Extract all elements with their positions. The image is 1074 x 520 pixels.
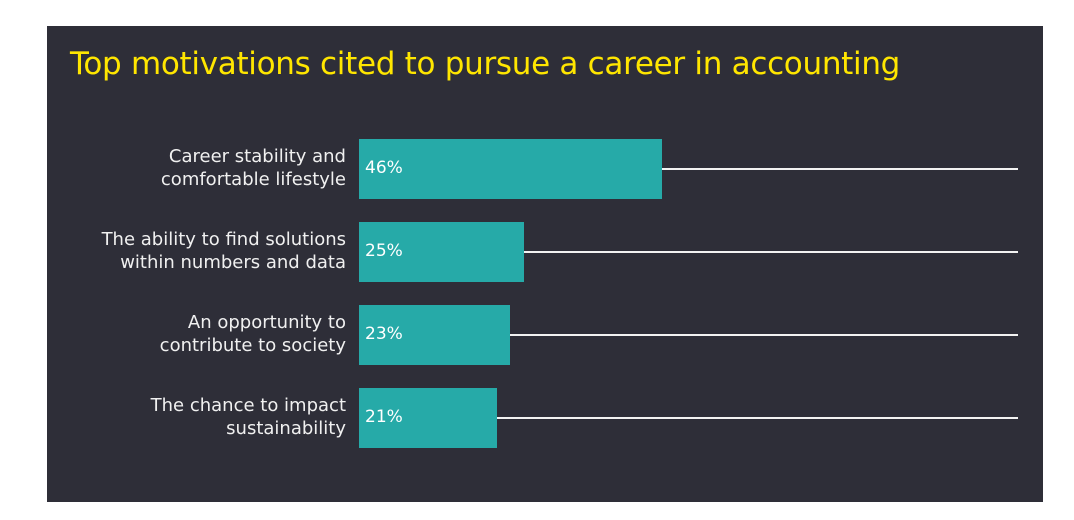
category-label-line: comfortable lifestyle: [160, 169, 346, 190]
category-label-line: An opportunity to: [187, 312, 346, 333]
bar-row: An opportunity to contribute to society …: [47, 305, 1043, 365]
category-label-line: sustainability: [226, 418, 346, 439]
bar-value-label: 21%: [365, 407, 403, 427]
category-label: The chance to impact sustainability: [46, 394, 346, 440]
bar: 46%: [359, 139, 662, 199]
bar-value-label: 46%: [365, 158, 403, 178]
category-label: An opportunity to contribute to society: [46, 311, 346, 357]
chart-panel: Top motivations cited to pursue a career…: [47, 26, 1043, 502]
bar-row: The ability to find solutions within num…: [47, 222, 1043, 282]
track-line: [497, 417, 1018, 419]
category-label-line: contribute to society: [159, 335, 346, 356]
bar-row: Career stability and comfortable lifesty…: [47, 139, 1043, 199]
track-line: [524, 251, 1018, 253]
category-label: The ability to find solutions within num…: [46, 228, 346, 274]
bar: 23%: [359, 305, 510, 365]
track-line: [510, 334, 1018, 336]
chart-title: Top motivations cited to pursue a career…: [70, 46, 901, 82]
category-label-line: The ability to find solutions: [101, 229, 346, 250]
bar-value-label: 25%: [365, 241, 403, 261]
category-label-line: Career stability and: [168, 146, 346, 167]
bar-row: The chance to impact sustainability 21%: [47, 388, 1043, 448]
category-label-line: The chance to impact: [150, 395, 346, 416]
bar: 21%: [359, 388, 497, 448]
bar: 25%: [359, 222, 524, 282]
bar-value-label: 23%: [365, 324, 403, 344]
track-line: [662, 168, 1018, 170]
category-label-line: within numbers and data: [120, 252, 346, 273]
category-label: Career stability and comfortable lifesty…: [46, 145, 346, 191]
